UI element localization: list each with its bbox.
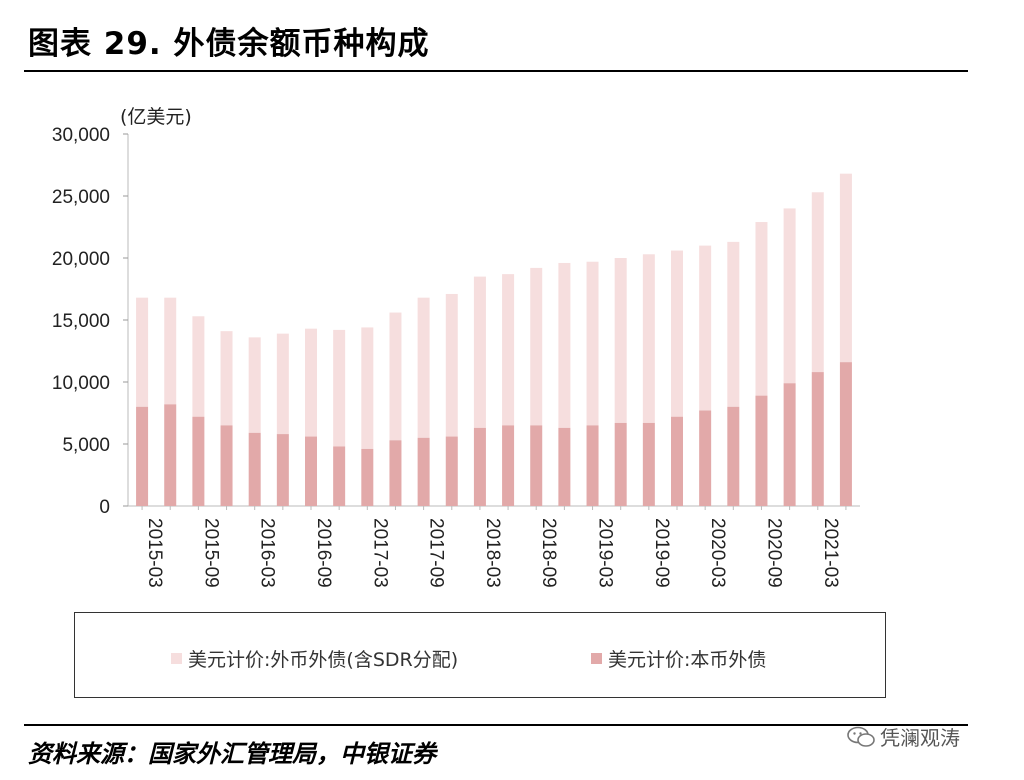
bar-local-2015-12 xyxy=(220,425,233,506)
bar-local-2016-12 xyxy=(333,446,346,506)
chart-title: 图表 29. 外债余额币种构成 xyxy=(28,26,430,62)
x-tick-label: 2018-09 xyxy=(538,518,559,588)
bar-foreign-2020-06 xyxy=(727,241,740,407)
x-tick-label: 2017-03 xyxy=(369,518,390,588)
bar-local-2018-03 xyxy=(473,427,486,506)
wechat-icon xyxy=(847,726,875,747)
legend: 美元计价:外币外债(含SDR分配) 美元计价:本币外债 xyxy=(74,612,886,698)
bar-foreign-2017-12 xyxy=(445,293,458,437)
bar-foreign-2015-03 xyxy=(136,297,149,407)
y-tick-label: 5,000 xyxy=(62,435,110,456)
bar-foreign-2015-09 xyxy=(192,316,205,417)
x-tick-label: 2019-09 xyxy=(651,518,672,588)
x-tick-label: 2016-03 xyxy=(257,518,278,588)
y-unit-label: (亿美元) xyxy=(120,106,192,128)
bar-foreign-2019-12 xyxy=(671,250,683,417)
bar-foreign-2016-06 xyxy=(276,333,289,435)
watermark-text: 凭澜观涛 xyxy=(880,726,960,750)
y-tick-label: 30,000 xyxy=(52,125,110,146)
legend-item-local: 美元计价:本币外债 xyxy=(591,645,766,672)
bar-local-2017-09 xyxy=(417,437,430,506)
bar-local-2019-03 xyxy=(586,425,599,506)
y-tick-label: 20,000 xyxy=(52,249,110,270)
legend-item-foreign: 美元计价:外币外债(含SDR分配) xyxy=(171,645,458,672)
bar-foreign-2019-09 xyxy=(642,254,655,423)
bar-local-2017-12 xyxy=(445,436,458,506)
bars xyxy=(136,173,852,506)
x-tick-label: 2015-09 xyxy=(200,518,221,588)
bar-local-2016-03 xyxy=(248,432,261,506)
title-rule xyxy=(24,70,968,72)
y-tick-label: 25,000 xyxy=(52,187,110,208)
bar-foreign-2019-06 xyxy=(614,258,627,423)
bar-chart: (亿美元) 0 5,000 10,000 15,000 20,000 25,000 30,0… xyxy=(52,106,860,588)
y-tick-label: 0 xyxy=(99,497,110,518)
bar-foreign-2018-06 xyxy=(502,274,515,426)
x-tick-label: 2019-03 xyxy=(595,518,616,588)
bar-foreign-2018-09 xyxy=(530,267,543,426)
x-tick-label: 2020-09 xyxy=(763,518,784,588)
bar-foreign-2018-03 xyxy=(473,276,486,428)
x-tick-label: 2017-09 xyxy=(426,518,447,588)
bar-foreign-2015-12 xyxy=(220,331,233,426)
source-note: 资料来源：国家外汇管理局，中银证券 xyxy=(28,739,436,768)
bar-foreign-2016-03 xyxy=(248,337,261,433)
y-tick-label: 15,000 xyxy=(52,311,110,332)
bar-local-2020-06 xyxy=(727,406,740,506)
bar-foreign-2020-03 xyxy=(699,245,712,411)
x-tick-label: 2020-03 xyxy=(707,518,728,588)
bar-local-2019-12 xyxy=(671,416,683,506)
bar-foreign-2015-06 xyxy=(164,297,177,405)
bar-local-2015-09 xyxy=(192,416,205,506)
bar-foreign-2020-09 xyxy=(755,222,768,396)
x-axis: 2015-03 2015-09 2016-03 2016-09 2017-03 2017-… xyxy=(141,506,847,588)
bar-foreign-2017-06 xyxy=(389,312,402,441)
bar-local-2018-06 xyxy=(502,425,515,506)
bar-local-2017-06 xyxy=(389,440,402,506)
bar-foreign-2021-06 xyxy=(839,173,852,363)
bar-local-2020-12 xyxy=(783,383,796,506)
bar-foreign-2020-12 xyxy=(783,208,796,384)
bar-foreign-2018-12 xyxy=(558,262,571,428)
bar-local-2016-09 xyxy=(305,436,317,506)
bar-foreign-2017-09 xyxy=(417,297,430,438)
x-tick-label: 2021-03 xyxy=(820,518,841,588)
bar-local-2015-03 xyxy=(136,406,149,506)
bar-local-2020-09 xyxy=(755,395,768,506)
watermark: 凭澜观涛 xyxy=(846,722,960,751)
bar-foreign-2016-09 xyxy=(305,328,317,437)
x-tick-label: 2015-03 xyxy=(144,518,165,588)
x-tick-label: 2016-09 xyxy=(313,518,334,588)
legend-swatch-foreign xyxy=(171,653,182,664)
bar-foreign-2017-03 xyxy=(361,327,374,449)
bar-foreign-2016-12 xyxy=(333,329,346,447)
legend-label-foreign: 美元计价:外币外债(含SDR分配) xyxy=(188,649,459,671)
bar-local-2021-03 xyxy=(811,372,824,506)
footer-rule xyxy=(24,724,968,726)
bar-local-2019-09 xyxy=(642,422,655,506)
bar-local-2020-03 xyxy=(699,410,712,506)
bar-local-2018-09 xyxy=(530,425,543,506)
bar-local-2016-06 xyxy=(276,434,289,506)
x-tick-label: 2018-03 xyxy=(482,518,503,588)
bar-local-2019-06 xyxy=(614,422,627,506)
bar-local-2018-12 xyxy=(558,427,571,506)
bar-foreign-2019-03 xyxy=(586,261,599,426)
bar-local-2017-03 xyxy=(361,448,374,506)
legend-label-local: 美元计价:本币外债 xyxy=(608,649,767,671)
y-tick-label: 10,000 xyxy=(52,373,110,394)
bar-local-2015-06 xyxy=(164,404,177,506)
bar-local-2021-06 xyxy=(839,362,852,506)
bar-foreign-2021-03 xyxy=(811,192,824,373)
legend-swatch-local xyxy=(591,653,602,664)
